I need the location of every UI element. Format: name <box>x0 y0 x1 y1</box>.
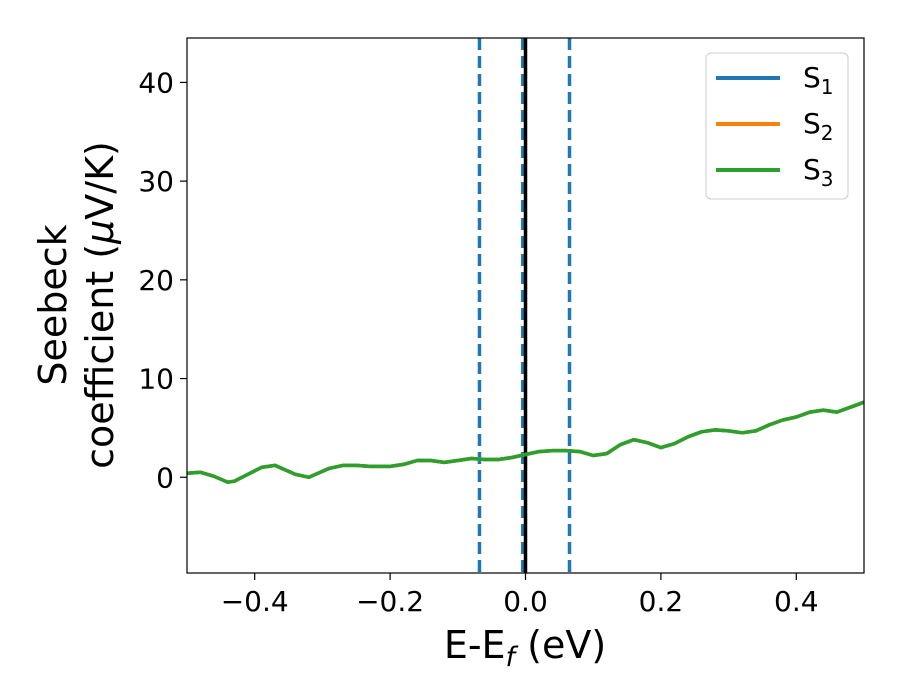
y-tick-label: 0 <box>156 461 174 494</box>
y-axis-title-line2: coefficient (μV/K) <box>78 141 122 469</box>
x-tick-label: −0.4 <box>221 585 289 618</box>
x-tick-label: 0.2 <box>639 585 684 618</box>
legend-label-s2: S2 <box>803 107 834 145</box>
legend: S1 S2 S3 <box>705 52 849 200</box>
x-tick-label: 0.4 <box>774 585 819 618</box>
series-line-s3 <box>187 400 864 484</box>
y-axis-title: Seebeck coefficient (μV/K) <box>31 141 122 469</box>
x-tick-label: 0.0 <box>503 585 548 618</box>
y-axis-ticks: 0 10 20 30 40 <box>138 66 187 494</box>
x-axis-ticks: −0.4 −0.2 0.0 0.2 0.4 <box>221 573 819 618</box>
y-tick-label: 30 <box>138 165 174 198</box>
y-tick-label: 20 <box>138 264 174 297</box>
legend-label-s3: S3 <box>803 153 834 191</box>
y-axis-title-line1: Seebeck <box>31 224 75 385</box>
vertical-lines <box>477 38 572 573</box>
x-tick-label: −0.2 <box>356 585 424 618</box>
x-axis-title: E-Ef (eV) <box>444 623 606 673</box>
legend-label-s1: S1 <box>803 61 834 99</box>
y-tick-label: 40 <box>138 66 174 99</box>
y-tick-label: 10 <box>138 363 174 396</box>
series-lines <box>187 400 864 484</box>
